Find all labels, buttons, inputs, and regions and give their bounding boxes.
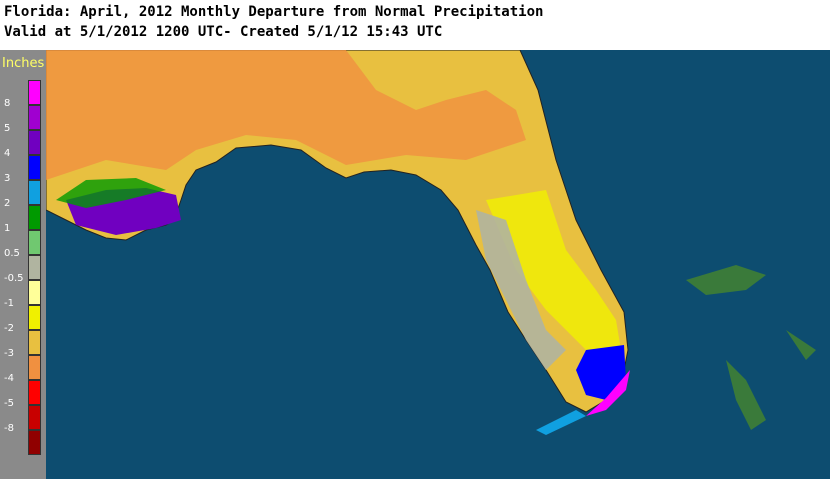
legend-swatch [28, 230, 41, 255]
legend-swatch [28, 305, 41, 330]
legend-label: 2 [4, 198, 11, 209]
legend-swatch [28, 405, 41, 430]
legend-label: 1 [4, 223, 11, 234]
legend-label: 5 [4, 123, 11, 134]
legend-swatch [28, 330, 41, 355]
region-normal [476, 210, 566, 370]
keys [536, 410, 586, 435]
region-near-normal [486, 190, 621, 370]
legend-swatch [28, 105, 41, 130]
legend-label: -8 [4, 423, 14, 434]
legend-swatch [28, 355, 41, 380]
bahamas [686, 265, 816, 430]
legend-label: -0.5 [4, 273, 24, 284]
legend-swatch [28, 205, 41, 230]
legend-swatch [28, 80, 41, 105]
legend-swatch [28, 430, 41, 455]
legend-label: -3 [4, 348, 14, 359]
legend-label: -4 [4, 373, 14, 384]
legend-swatch [28, 380, 41, 405]
map-subtitle: Valid at 5/1/2012 1200 UTC- Created 5/1/… [4, 24, 443, 40]
legend-label: 4 [4, 148, 11, 159]
legend-swatch [28, 255, 41, 280]
map-title: Florida: April, 2012 Monthly Departure f… [4, 4, 544, 20]
region-wet-keys [586, 370, 630, 416]
legend-swatch [28, 155, 41, 180]
legend-label: -5 [4, 398, 14, 409]
region-wet-louisiana-green [56, 178, 166, 208]
legend-label: 3 [4, 173, 11, 184]
legend-swatch [28, 180, 41, 205]
legend-label: -1 [4, 298, 14, 309]
map [46, 50, 830, 479]
legend-swatch [28, 280, 41, 305]
legend-swatch [28, 130, 41, 155]
legend-label: 0.5 [4, 248, 20, 259]
legend: Inches 8 5 4 3 2 1 0.5 -0.5 -1 -2 -3 -4 -5 -8 [0, 50, 46, 479]
legend-title: Inches [2, 56, 45, 71]
legend-label: -2 [4, 323, 14, 334]
region-wet-south [576, 345, 626, 400]
region-dry [46, 50, 526, 180]
legend-label: 8 [4, 98, 11, 109]
